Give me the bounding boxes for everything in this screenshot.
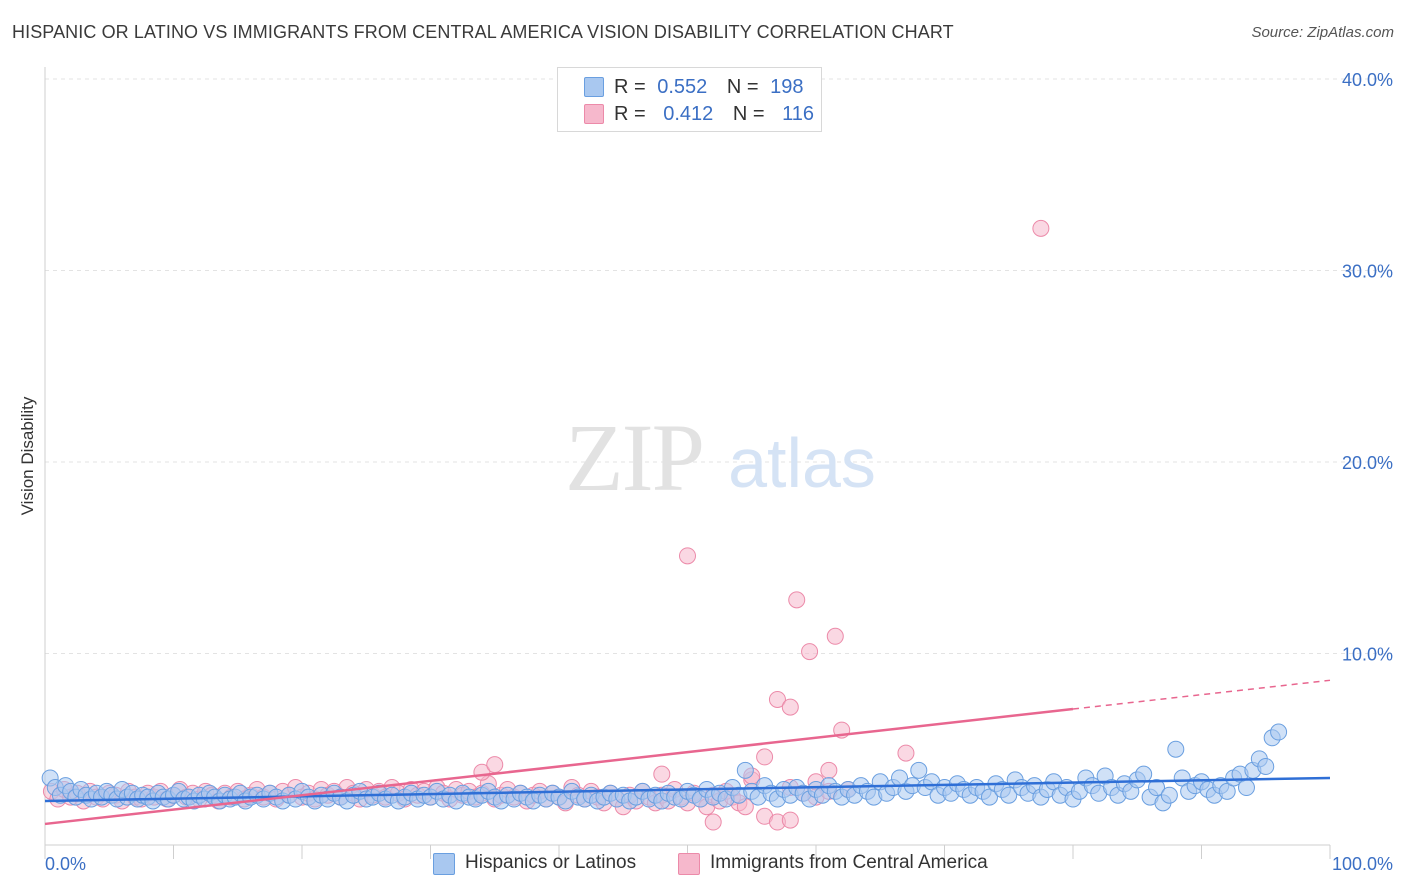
data-point-immigrants: [820, 761, 838, 779]
legend-n-value: 198: [770, 76, 804, 98]
legend-r-label: R =: [614, 76, 646, 98]
trendline-immigrants-extension: [1072, 679, 1331, 710]
chart-title: HISPANIC OR LATINO VS IMMIGRANTS FROM CE…: [12, 22, 954, 42]
legend-r-label: R =: [614, 103, 646, 125]
data-point-immigrants: [679, 547, 696, 565]
x-tick-label: 100.0%: [1332, 854, 1393, 874]
legend-r-value: 0.552: [657, 76, 708, 98]
data-point-immigrants: [653, 765, 671, 783]
legend-n-value: 116: [782, 103, 815, 125]
data-point-hispanics: [1135, 765, 1153, 783]
y-axis-label: Vision Disability: [18, 396, 37, 516]
axis-layer: [44, 67, 1331, 859]
watermark: ZIP atlas: [565, 404, 876, 511]
grid-layer: [45, 78, 1392, 654]
data-point-immigrants: [788, 591, 806, 609]
watermark-atlas: atlas: [728, 424, 876, 502]
bottom-legend-swatch-blue: [433, 853, 455, 875]
legend-swatch-blue: [584, 77, 604, 97]
trend-layer: [44, 679, 1331, 826]
data-point-immigrants: [704, 813, 722, 831]
bottom-legend-label: Immigrants from Central America: [710, 852, 988, 873]
data-point-immigrants: [781, 698, 799, 716]
data-point-immigrants: [826, 627, 844, 645]
y-tick-label: 40.0%: [1342, 70, 1393, 90]
trendline-immigrants: [44, 707, 1074, 826]
data-point-immigrants: [768, 690, 786, 708]
data-point-immigrants: [756, 748, 774, 766]
data-point-hispanics: [1270, 723, 1288, 741]
data-point-hispanics: [1148, 779, 1166, 797]
data-point-hispanics: [736, 761, 754, 779]
data-point-hispanics: [1160, 786, 1178, 804]
x-tick-label: 0.0%: [45, 854, 86, 874]
data-point-immigrants: [801, 643, 819, 661]
trendline-hispanics: [44, 776, 1331, 803]
y-tick-label: 10.0%: [1342, 645, 1393, 665]
legend-n-label: N =: [732, 103, 765, 125]
data-point-immigrants: [781, 811, 799, 829]
data-point-hispanics: [1000, 786, 1018, 804]
data-point-immigrants: [1032, 219, 1050, 237]
data-point-immigrants: [897, 744, 915, 762]
data-point-immigrants: [486, 756, 504, 774]
bottom-legend-swatch-pink: [678, 853, 700, 875]
correlation-legend: R = 0.552 N = 198 R = 0.412 N = 116: [557, 67, 822, 132]
legend-swatch-pink: [584, 104, 604, 124]
data-point-hispanics: [1237, 779, 1255, 797]
source-label: Source: ZipAtlas.com: [1251, 24, 1394, 41]
legend-r-value: 0.412: [663, 103, 714, 125]
immigrants-series: [42, 219, 1050, 831]
tick-labels: 10.0% 20.0% 30.0% 40.0% 0.0% 100.0%: [45, 70, 1393, 874]
data-point-hispanics: [1257, 757, 1275, 775]
bottom-legend-label: Hispanics or Latinos: [465, 852, 637, 873]
y-tick-label: 30.0%: [1342, 262, 1393, 282]
data-point-hispanics: [910, 761, 928, 779]
watermark-zip: ZIP: [565, 404, 703, 511]
legend-n-label: N =: [726, 76, 759, 98]
y-tick-label: 20.0%: [1342, 453, 1393, 473]
data-point-hispanics: [1167, 740, 1185, 758]
